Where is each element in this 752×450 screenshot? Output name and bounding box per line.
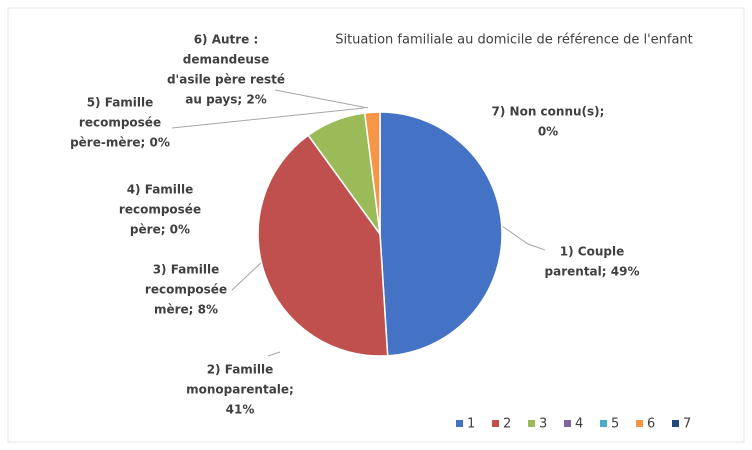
- leader-line: [267, 351, 281, 357]
- legend-swatch: [456, 420, 463, 427]
- leader-line: [171, 107, 365, 129]
- data-label: 4) Famille: [127, 183, 194, 197]
- legend-swatch: [672, 420, 679, 427]
- data-label: 7) Non connu(s);: [492, 105, 605, 119]
- legend-swatch: [528, 420, 535, 427]
- data-label: recomposée: [119, 203, 201, 217]
- data-label: mère; 8%: [154, 303, 218, 317]
- data-label: recomposée: [79, 116, 161, 130]
- data-label: père-mère; 0%: [70, 136, 170, 150]
- data-label: 2) Famille: [207, 363, 274, 377]
- leader-line: [501, 225, 546, 251]
- data-label: père; 0%: [130, 223, 190, 237]
- data-label: 3) Famille: [153, 263, 220, 277]
- pie-slice: [379, 111, 503, 357]
- legend-label: 2: [503, 417, 511, 432]
- legend-swatch: [492, 420, 499, 427]
- data-label: 6) Autre :: [194, 33, 259, 47]
- legend-swatch: [600, 420, 607, 427]
- data-label: au pays; 2%: [185, 93, 266, 107]
- data-label: demandeuse: [183, 53, 269, 67]
- data-label: 0%: [538, 125, 558, 139]
- legend-swatch: [564, 420, 571, 427]
- data-label: 41%: [226, 403, 255, 417]
- chart-title: Situation familiale au domicile de référ…: [335, 33, 693, 48]
- data-label: 5) Famille: [87, 96, 154, 110]
- pie-slice: [363, 111, 381, 235]
- data-label: d'asile père resté: [167, 73, 285, 87]
- data-label: parental; 49%: [545, 265, 640, 279]
- legend-label: 3: [539, 417, 547, 432]
- data-label: monoparentale;: [186, 383, 294, 397]
- leader-line: [274, 89, 369, 109]
- legend-label: 1: [467, 417, 475, 432]
- legend-label: 6: [647, 417, 655, 432]
- legend-label: 5: [611, 417, 619, 432]
- legend-label: 7: [683, 417, 691, 432]
- data-label: 1) Couple: [560, 245, 624, 259]
- data-label: recomposée: [145, 283, 227, 297]
- legend-swatch: [636, 420, 643, 427]
- legend-label: 4: [575, 417, 583, 432]
- leader-line: [231, 261, 263, 291]
- pie-slice: [257, 134, 389, 357]
